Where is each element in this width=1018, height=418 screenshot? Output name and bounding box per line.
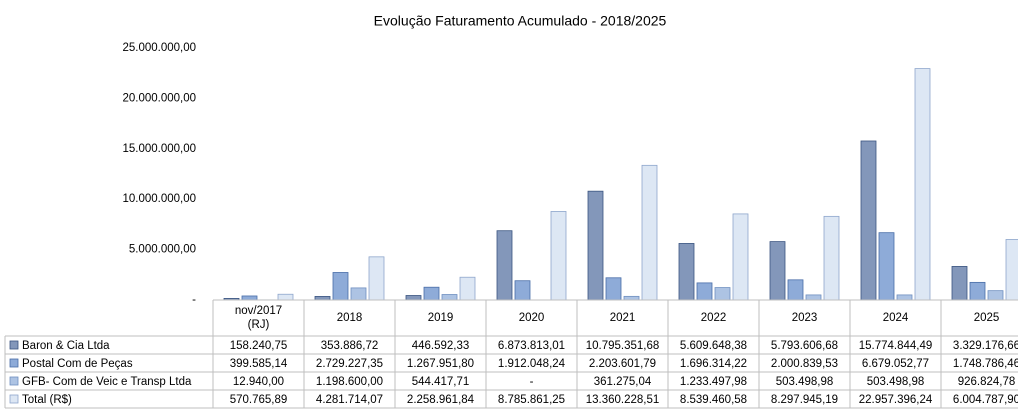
bar — [951, 266, 968, 301]
value-label: 12.940,00 — [233, 376, 284, 388]
value-label: 361.275,04 — [594, 376, 652, 388]
bar — [678, 243, 695, 301]
bar — [914, 68, 931, 301]
value-label: 399.585,14 — [230, 358, 288, 370]
x-tick-cell: 2019 — [427, 312, 454, 324]
bar — [1005, 239, 1018, 301]
x-tick-label: 2023 — [791, 312, 818, 324]
x-tick-label: nov/2017 (RJ) — [234, 305, 283, 331]
value-label: 6.004.787,90 — [953, 394, 1018, 406]
x-tick-cell: nov/2017 (RJ) — [234, 305, 283, 331]
bar — [368, 256, 385, 301]
x-tick-cell: 2025 — [973, 312, 1000, 324]
value-label: 926.824,78 — [958, 376, 1016, 388]
y-tick-label: 15.000.000,00 — [122, 143, 196, 155]
bar — [514, 280, 531, 301]
value-label: 503.498,98 — [776, 376, 834, 388]
x-tick-cell: 2018 — [336, 312, 363, 324]
value-label: 570.765,89 — [230, 394, 288, 406]
x-tick-label: 2019 — [427, 312, 454, 324]
bar — [987, 290, 1004, 301]
legend-swatch — [9, 340, 19, 350]
value-label: 5.609.648,38 — [680, 340, 747, 352]
value-label: 8.785.861,25 — [498, 394, 565, 406]
bar — [769, 241, 786, 301]
value-label: 13.360.228,51 — [586, 394, 660, 406]
bar — [550, 211, 567, 301]
chart-title: Evolução Faturamento Acumulado - 2018/20… — [374, 13, 667, 29]
legend-label: Postal Com de Peças — [22, 358, 133, 370]
value-label: 2.729.227,35 — [316, 358, 383, 370]
bar — [878, 232, 895, 301]
value-label: 8.297.945,19 — [771, 394, 838, 406]
value-label: 158.240,75 — [230, 340, 288, 352]
bar — [860, 140, 877, 301]
value-label: - — [530, 376, 534, 388]
x-tick-cell: 2021 — [609, 312, 636, 324]
bar — [587, 190, 604, 301]
y-tick-label: 5.000.000,00 — [129, 244, 196, 256]
y-tick-label: 25.000.000,00 — [122, 42, 196, 54]
x-tick-label: 2018 — [336, 312, 363, 324]
x-tick-cell: 2020 — [518, 312, 545, 324]
value-label: 446.592,33 — [412, 340, 470, 352]
x-tick-cell: 2023 — [791, 312, 818, 324]
legend-label: Baron & Cia Ltda — [22, 340, 110, 352]
value-label: 3.329.176,66 — [953, 340, 1018, 352]
bar — [496, 230, 513, 301]
legend-swatch — [9, 376, 19, 386]
value-label: 544.417,71 — [412, 376, 470, 388]
value-label: 22.957.396,24 — [859, 394, 933, 406]
x-tick-cell: 2022 — [700, 312, 727, 324]
x-tick-label: 2025 — [973, 312, 1000, 324]
value-label: 1.198.600,00 — [316, 376, 383, 388]
x-tick-label: 2020 — [518, 312, 545, 324]
value-label: 2.000.839,53 — [771, 358, 838, 370]
bar — [732, 213, 749, 301]
bar — [823, 215, 840, 301]
x-tick-cell: 2024 — [882, 312, 909, 324]
value-label: 2.258.961,84 — [407, 394, 475, 406]
value-label: 6.873.813,01 — [498, 340, 565, 352]
value-label: 8.539.460,58 — [680, 394, 747, 406]
legend-label: GFB- Com de Veic e Transp Ltda — [22, 376, 192, 388]
value-label: 10.795.351,68 — [586, 340, 660, 352]
value-label: 6.679.052,77 — [862, 358, 929, 370]
x-tick-label: 2024 — [882, 312, 909, 324]
value-label: 2.203.601,79 — [589, 358, 656, 370]
value-label: 1.696.314,22 — [680, 358, 747, 370]
value-label: 1.267.951,80 — [407, 358, 474, 370]
value-label: 1.748.786,46 — [953, 358, 1018, 370]
bar — [350, 287, 367, 301]
bar — [787, 279, 804, 301]
value-label: 5.793.606,68 — [771, 340, 838, 352]
bar — [423, 286, 440, 301]
value-label: 353.886,72 — [321, 340, 379, 352]
y-tick-label: 20.000.000,00 — [122, 92, 196, 104]
value-label: 1.912.048,24 — [498, 358, 566, 370]
bar — [641, 164, 658, 301]
value-label: 503.498,98 — [867, 376, 925, 388]
bar — [605, 277, 622, 301]
value-label: 4.281.714,07 — [316, 394, 383, 406]
bar — [696, 282, 713, 301]
bar — [714, 287, 731, 301]
bar — [459, 276, 476, 301]
x-tick-label: 2022 — [700, 312, 727, 324]
y-tick-label: 10.000.000,00 — [122, 193, 196, 205]
bar — [332, 272, 349, 301]
legend-swatch — [9, 358, 19, 368]
value-label: 15.774.844,49 — [859, 340, 933, 352]
value-label: 1.233.497,98 — [680, 376, 747, 388]
x-tick-label: 2021 — [609, 312, 636, 324]
y-tick-label: - — [192, 294, 196, 306]
bar — [969, 281, 986, 301]
legend-label: Total (R$) — [22, 394, 72, 406]
legend-swatch — [9, 394, 19, 404]
